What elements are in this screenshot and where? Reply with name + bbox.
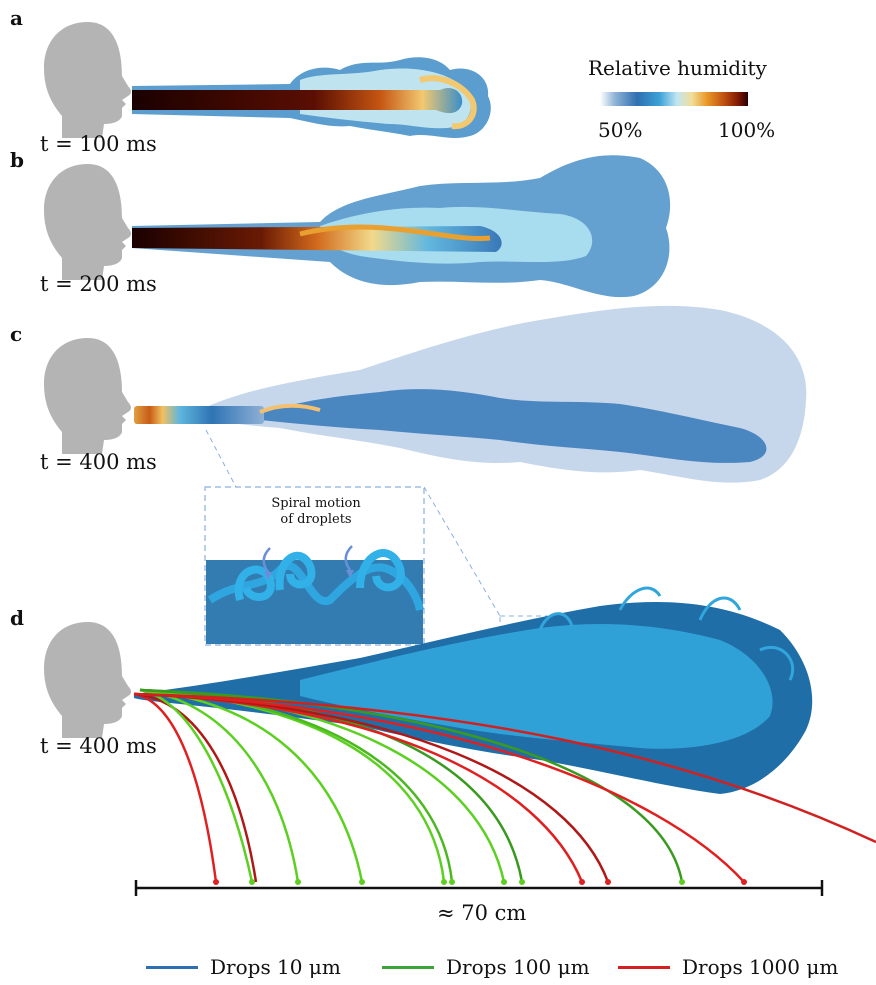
inset-spiral-box <box>204 486 425 646</box>
time-label-d: t = 400 ms <box>40 734 157 758</box>
inset-caption-line1: Spiral motion <box>271 496 361 511</box>
legend-item-100um: Drops 100 μm <box>382 953 590 981</box>
legend-label: Drops 100 μm <box>446 955 590 979</box>
inset-caption-line2: of droplets <box>280 512 352 527</box>
colorbar-title: Relative humidity <box>588 56 767 80</box>
trajectory-green <box>139 688 300 883</box>
trajectory-green <box>139 688 684 883</box>
legend-item-10um: Drops 10 μm <box>146 953 341 981</box>
jet-plume-a <box>132 57 491 138</box>
time-label-b: t = 200 ms <box>40 272 157 296</box>
legend-swatch <box>382 965 434 969</box>
legend-item-1000um: Drops 1000 μm <box>618 953 838 981</box>
droplet-cloud-10um <box>134 586 813 794</box>
scale-bar-label: ≈ 70 cm <box>437 901 527 925</box>
panel-label-b: b <box>10 148 24 172</box>
legend-swatch <box>618 965 670 969</box>
trajectory-red <box>133 692 745 883</box>
head-icon-b <box>44 164 131 280</box>
trajectory-green <box>139 688 254 883</box>
time-label-c: t = 400 ms <box>40 450 157 474</box>
jet-plume-b <box>132 155 671 298</box>
jet-plume-c <box>134 305 807 483</box>
colorbar-gradient <box>600 92 748 106</box>
head-icon-d <box>44 622 131 738</box>
colorbar-min-label: 50% <box>598 118 643 142</box>
trajectory-red <box>133 692 218 883</box>
legend-label: Drops 10 μm <box>210 955 341 979</box>
time-label-a: t = 100 ms <box>40 132 157 156</box>
trajectory-red <box>133 692 876 844</box>
trajectories <box>133 688 876 885</box>
colorbar-max-label: 100% <box>718 118 776 142</box>
inset-caption: Spiral motion of droplets <box>236 496 396 528</box>
legend-label: Drops 1000 μm <box>682 955 839 979</box>
panel-label-a: a <box>10 6 23 30</box>
trajectory-red <box>133 692 258 883</box>
scale-bar <box>134 880 824 896</box>
panel-label-c: c <box>10 322 23 346</box>
head-icon-c <box>44 338 131 454</box>
head-icon-a <box>44 22 131 138</box>
trajectory-red <box>133 692 610 883</box>
panel-label-d: d <box>10 606 24 630</box>
legend-swatch <box>146 965 198 969</box>
